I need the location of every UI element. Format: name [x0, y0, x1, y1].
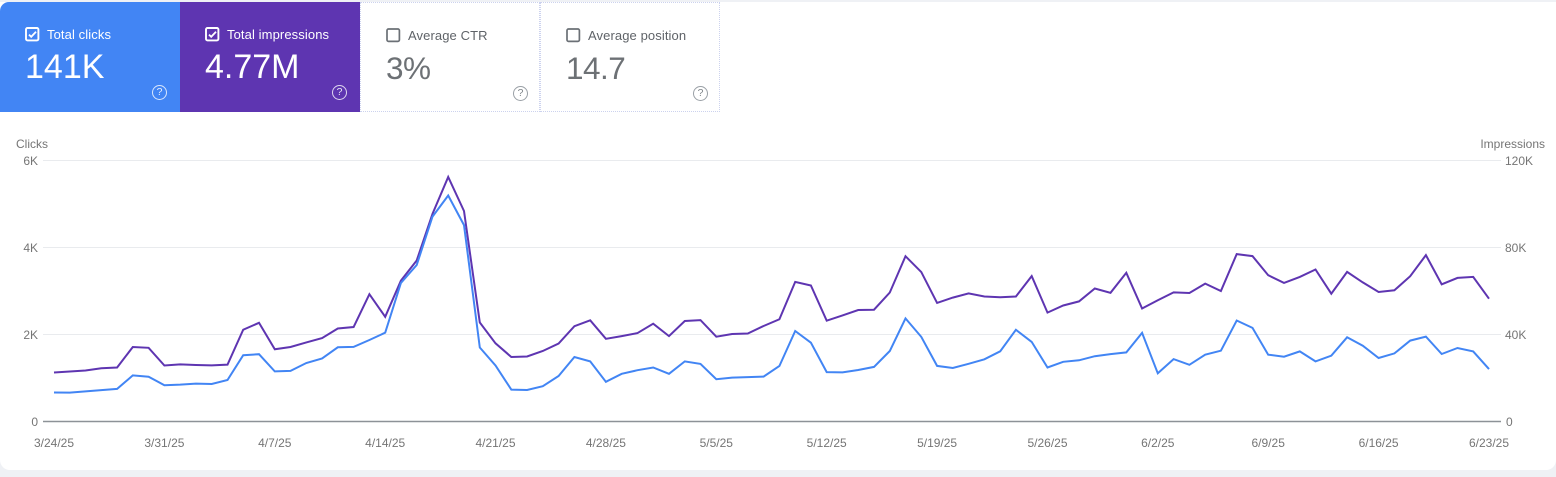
svg-text:5/12/25: 5/12/25: [807, 436, 847, 450]
svg-text:0: 0: [1506, 415, 1513, 429]
svg-text:Clicks: Clicks: [16, 137, 48, 151]
svg-text:6K: 6K: [23, 154, 38, 168]
svg-text:5/5/25: 5/5/25: [700, 436, 734, 450]
svg-text:40K: 40K: [1505, 328, 1526, 342]
svg-text:3/24/25: 3/24/25: [34, 436, 74, 450]
svg-text:Impressions: Impressions: [1480, 137, 1545, 151]
svg-text:2K: 2K: [23, 328, 38, 342]
svg-text:6/2/25: 6/2/25: [1141, 436, 1175, 450]
svg-text:4K: 4K: [23, 241, 38, 255]
svg-text:120K: 120K: [1505, 154, 1533, 168]
svg-text:6/16/25: 6/16/25: [1359, 436, 1399, 450]
svg-text:5/26/25: 5/26/25: [1027, 436, 1067, 450]
svg-text:80K: 80K: [1505, 241, 1526, 255]
svg-text:4/28/25: 4/28/25: [586, 436, 626, 450]
svg-text:6/23/25: 6/23/25: [1469, 436, 1509, 450]
svg-text:6/9/25: 6/9/25: [1252, 436, 1286, 450]
svg-text:4/7/25: 4/7/25: [258, 436, 292, 450]
svg-text:4/21/25: 4/21/25: [475, 436, 515, 450]
svg-text:5/19/25: 5/19/25: [917, 436, 957, 450]
svg-text:3/31/25: 3/31/25: [144, 436, 184, 450]
svg-text:4/14/25: 4/14/25: [365, 436, 405, 450]
svg-text:0: 0: [31, 415, 38, 429]
